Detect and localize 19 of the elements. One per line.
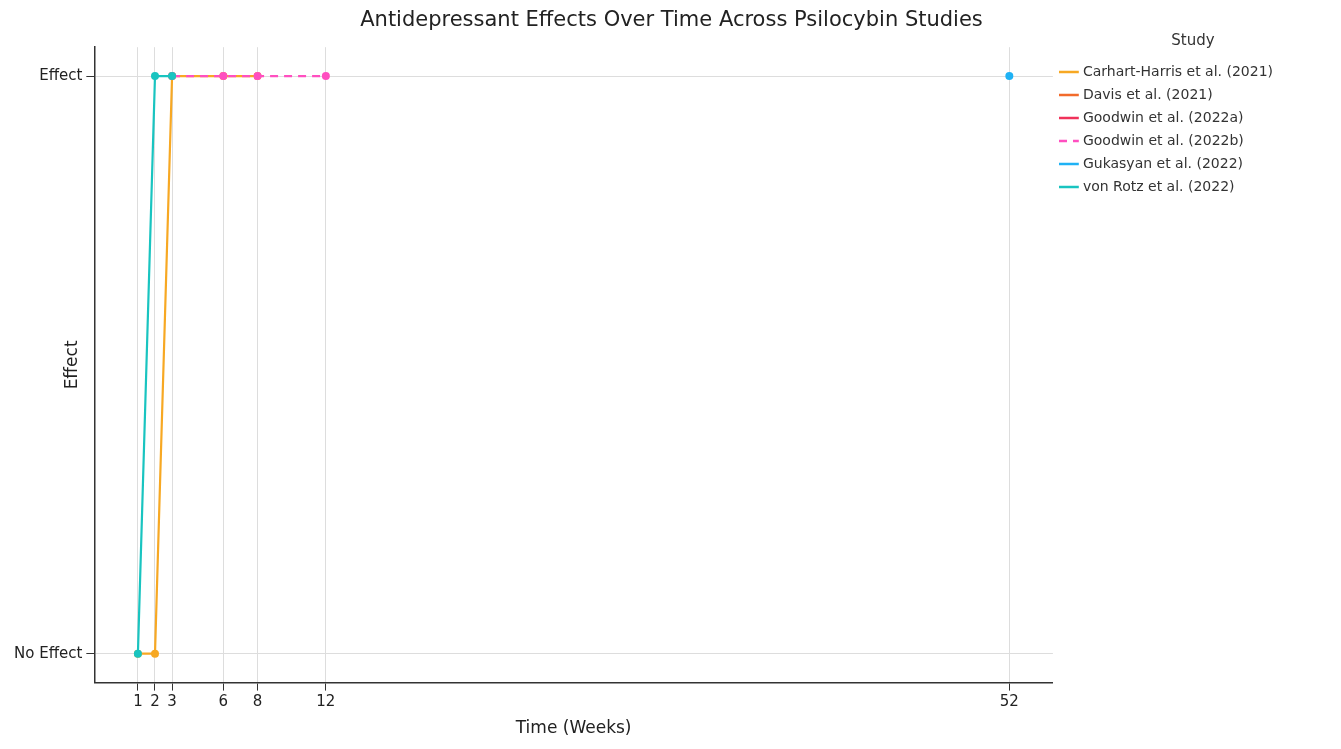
x-tick-label: 52 bbox=[999, 692, 1019, 711]
category-label: No Effect bbox=[13, 643, 83, 662]
x-tick-label: 2 bbox=[150, 692, 160, 711]
legend-label: von Rotz et al. (2022) bbox=[1082, 177, 1235, 194]
legend-title: Study bbox=[1171, 31, 1215, 50]
x-tick-label: 1 bbox=[133, 692, 143, 711]
x-axis-title: Time (Weeks) bbox=[514, 717, 632, 738]
legend-label: Davis et al. (2021) bbox=[1082, 85, 1213, 102]
legend-label: Carhart-Harris et al. (2021) bbox=[1082, 62, 1273, 79]
chart-title: Antidepressant Effects Over Time Across Psilocybin Studies bbox=[360, 7, 983, 32]
legend-label: Goodwin et al. (2022b) bbox=[1082, 131, 1244, 148]
legend-label: Goodwin et al. (2022a) bbox=[1082, 108, 1244, 125]
x-tick-label: 6 bbox=[218, 692, 229, 711]
legend-label: Gukasyan et al. (2022) bbox=[1082, 154, 1244, 171]
y-axis-title: Effect bbox=[60, 340, 81, 390]
x-tick-label: 3 bbox=[167, 692, 177, 711]
x-tick-label: 12 bbox=[316, 692, 336, 711]
category-label: Effect bbox=[39, 65, 83, 84]
x-tick-label: 8 bbox=[252, 692, 263, 711]
